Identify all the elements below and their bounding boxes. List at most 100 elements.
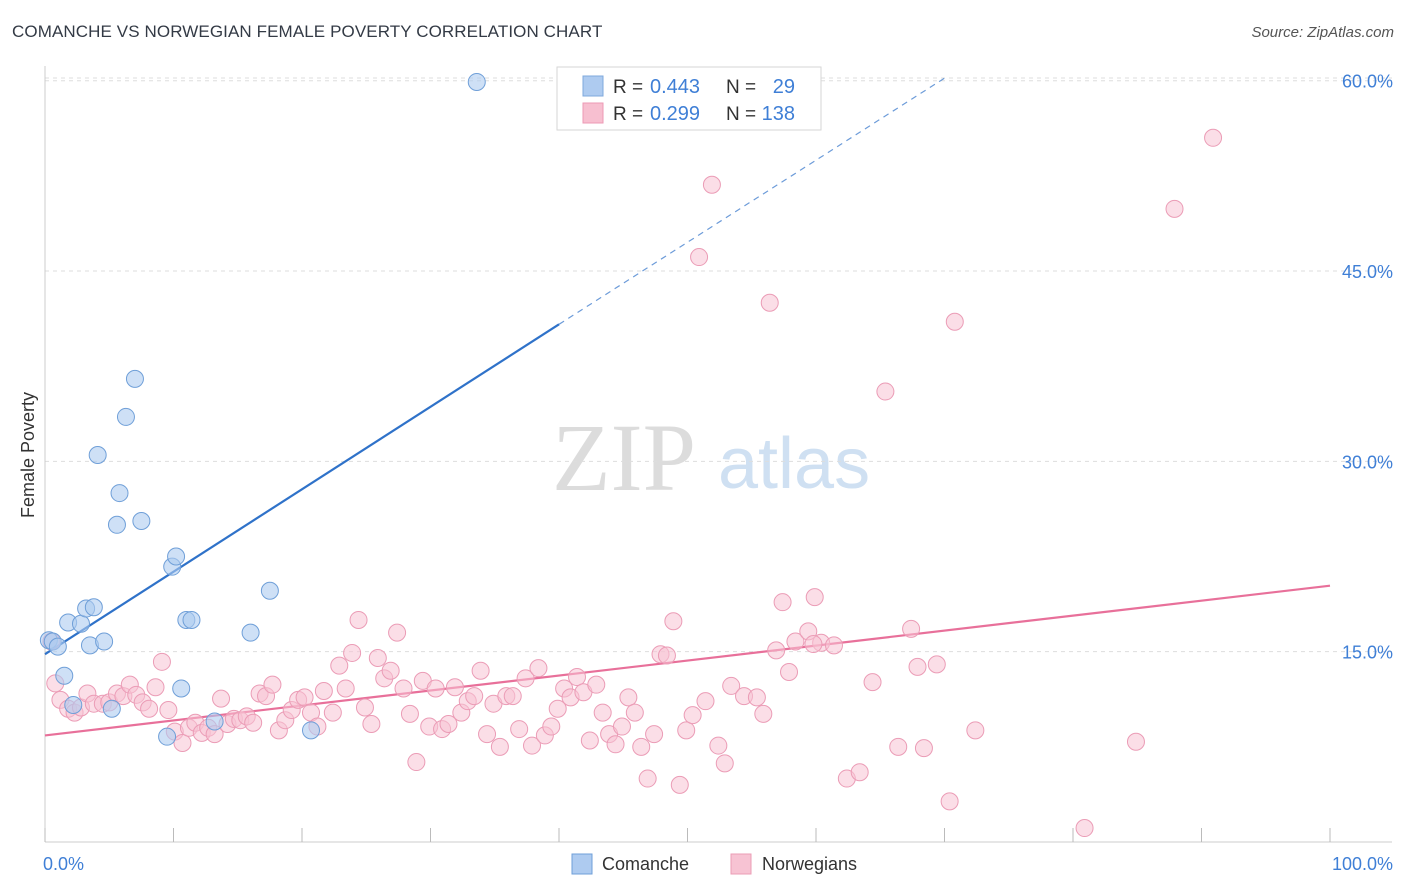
norwegian-point [940,792,959,811]
legend-n-value-norwegians: 138 [762,103,795,125]
norwegian-point [805,588,824,607]
norwegian-point [465,687,484,706]
comanche-point [71,614,90,633]
comanche-point [116,407,135,426]
norwegian-point [490,737,509,756]
norwegian-point [323,703,342,722]
norwegian-point [722,676,741,695]
norwegian-point [510,720,529,739]
comanche-point [205,712,224,731]
norwegian-point [908,657,927,676]
watermark-atlas: atlas [718,424,870,504]
series-legend-swatch-comanche [571,853,593,875]
norwegian-point [146,678,165,697]
comanche-point [88,446,107,464]
x-tick-label: 100.0% [1332,854,1393,874]
norwegian-point [670,775,689,794]
norwegian-point [140,699,159,718]
norwegian-point [786,632,805,651]
norwegian-point [388,623,407,642]
norwegian-point [645,725,664,744]
norwegian-point [523,736,542,755]
comanche-point [64,695,83,714]
norwegian-point [567,668,586,687]
norwegian-point [696,692,715,711]
norwegian-point [902,619,921,638]
norwegian-point [263,675,282,694]
norwegian-point [445,678,464,697]
y-tick-label: 45.0% [1342,262,1393,282]
legend-n-value-comanche: 29 [773,76,795,98]
y-axis-label: Female Poverty [18,392,38,518]
norwegian-point [587,675,606,694]
y-tick-label: 60.0% [1342,72,1393,92]
legend-n-label-norwegians: N = [726,104,756,125]
comanche-point [467,72,486,91]
norwegian-point [1165,199,1184,218]
series-legend-label-comanche: Comanche [602,854,689,874]
norwegian-point [362,714,381,733]
norwegian-point [773,593,792,612]
norwegian-points [42,128,1223,838]
norwegian-point [529,659,548,678]
norwegian-point [343,643,362,662]
watermark-zip: ZIP [552,404,696,511]
comanche-point [95,632,114,651]
comanche-point [125,369,144,388]
comanche-point [167,547,186,566]
norwegian-point [606,735,625,754]
norwegian-point [625,703,644,722]
series-legend-label-norwegians: Norwegians [762,854,857,874]
norwegian-point [702,175,721,194]
comanche-point [182,610,201,629]
watermark: ZIP atlas [552,404,870,511]
legend-r-value-comanche: 0.443 [650,76,700,98]
tick-labels: 15.0% 30.0% 45.0% 60.0% 0.0% 100.0% [43,72,1393,874]
norwegian-point [159,701,178,720]
norwegian-point [914,739,933,758]
norwegian-point [394,679,413,698]
norwegian-point [850,763,869,782]
norwegian-point [747,688,766,707]
norwegian-point [400,704,419,723]
comanche-point [110,484,129,503]
norwegian-point [754,704,773,723]
comanche-point [241,623,260,642]
y-tick-label: 30.0% [1342,452,1393,472]
comanche-trend-line [44,323,560,656]
norwegian-point [612,717,631,736]
comanche-point [172,679,191,698]
norwegian-point [966,721,985,740]
series-legend: Comanche Norwegians [571,853,857,875]
norwegian-point [863,673,882,692]
norwegian-point [1204,128,1223,147]
norwegian-point [336,679,355,698]
legend-r-label-comanche: R = [613,77,643,98]
legend-swatch-norwegians [582,102,604,124]
norwegian-point [381,661,400,680]
norwegian-point [426,679,445,698]
comanche-point [55,666,74,685]
norwegian-point [349,610,368,629]
norwegian-point [593,703,612,722]
chart-title: COMANCHE VS NORWEGIAN FEMALE POVERTY COR… [12,22,603,41]
correlation-legend: R = 0.443 N = 29 R = 0.299 N = 138 [556,66,822,131]
grid [45,77,1392,653]
norwegian-point [876,382,895,401]
norwegian-point [824,636,843,655]
x-tick-label: 0.0% [43,854,84,874]
comanche-point [158,727,177,746]
norwegian-point [619,688,638,707]
norwegian-point [548,699,567,718]
norwegian-point [664,612,683,631]
comanche-point [48,637,67,656]
norwegian-point [804,635,823,654]
norwegian-point [709,736,728,755]
norwegian-point [767,641,786,660]
comanche-point [107,515,126,534]
norwegian-point [542,717,561,736]
series-legend-swatch-norwegians [730,853,752,875]
legend-r-value-norwegians: 0.299 [650,103,700,125]
norwegian-point [439,714,458,733]
